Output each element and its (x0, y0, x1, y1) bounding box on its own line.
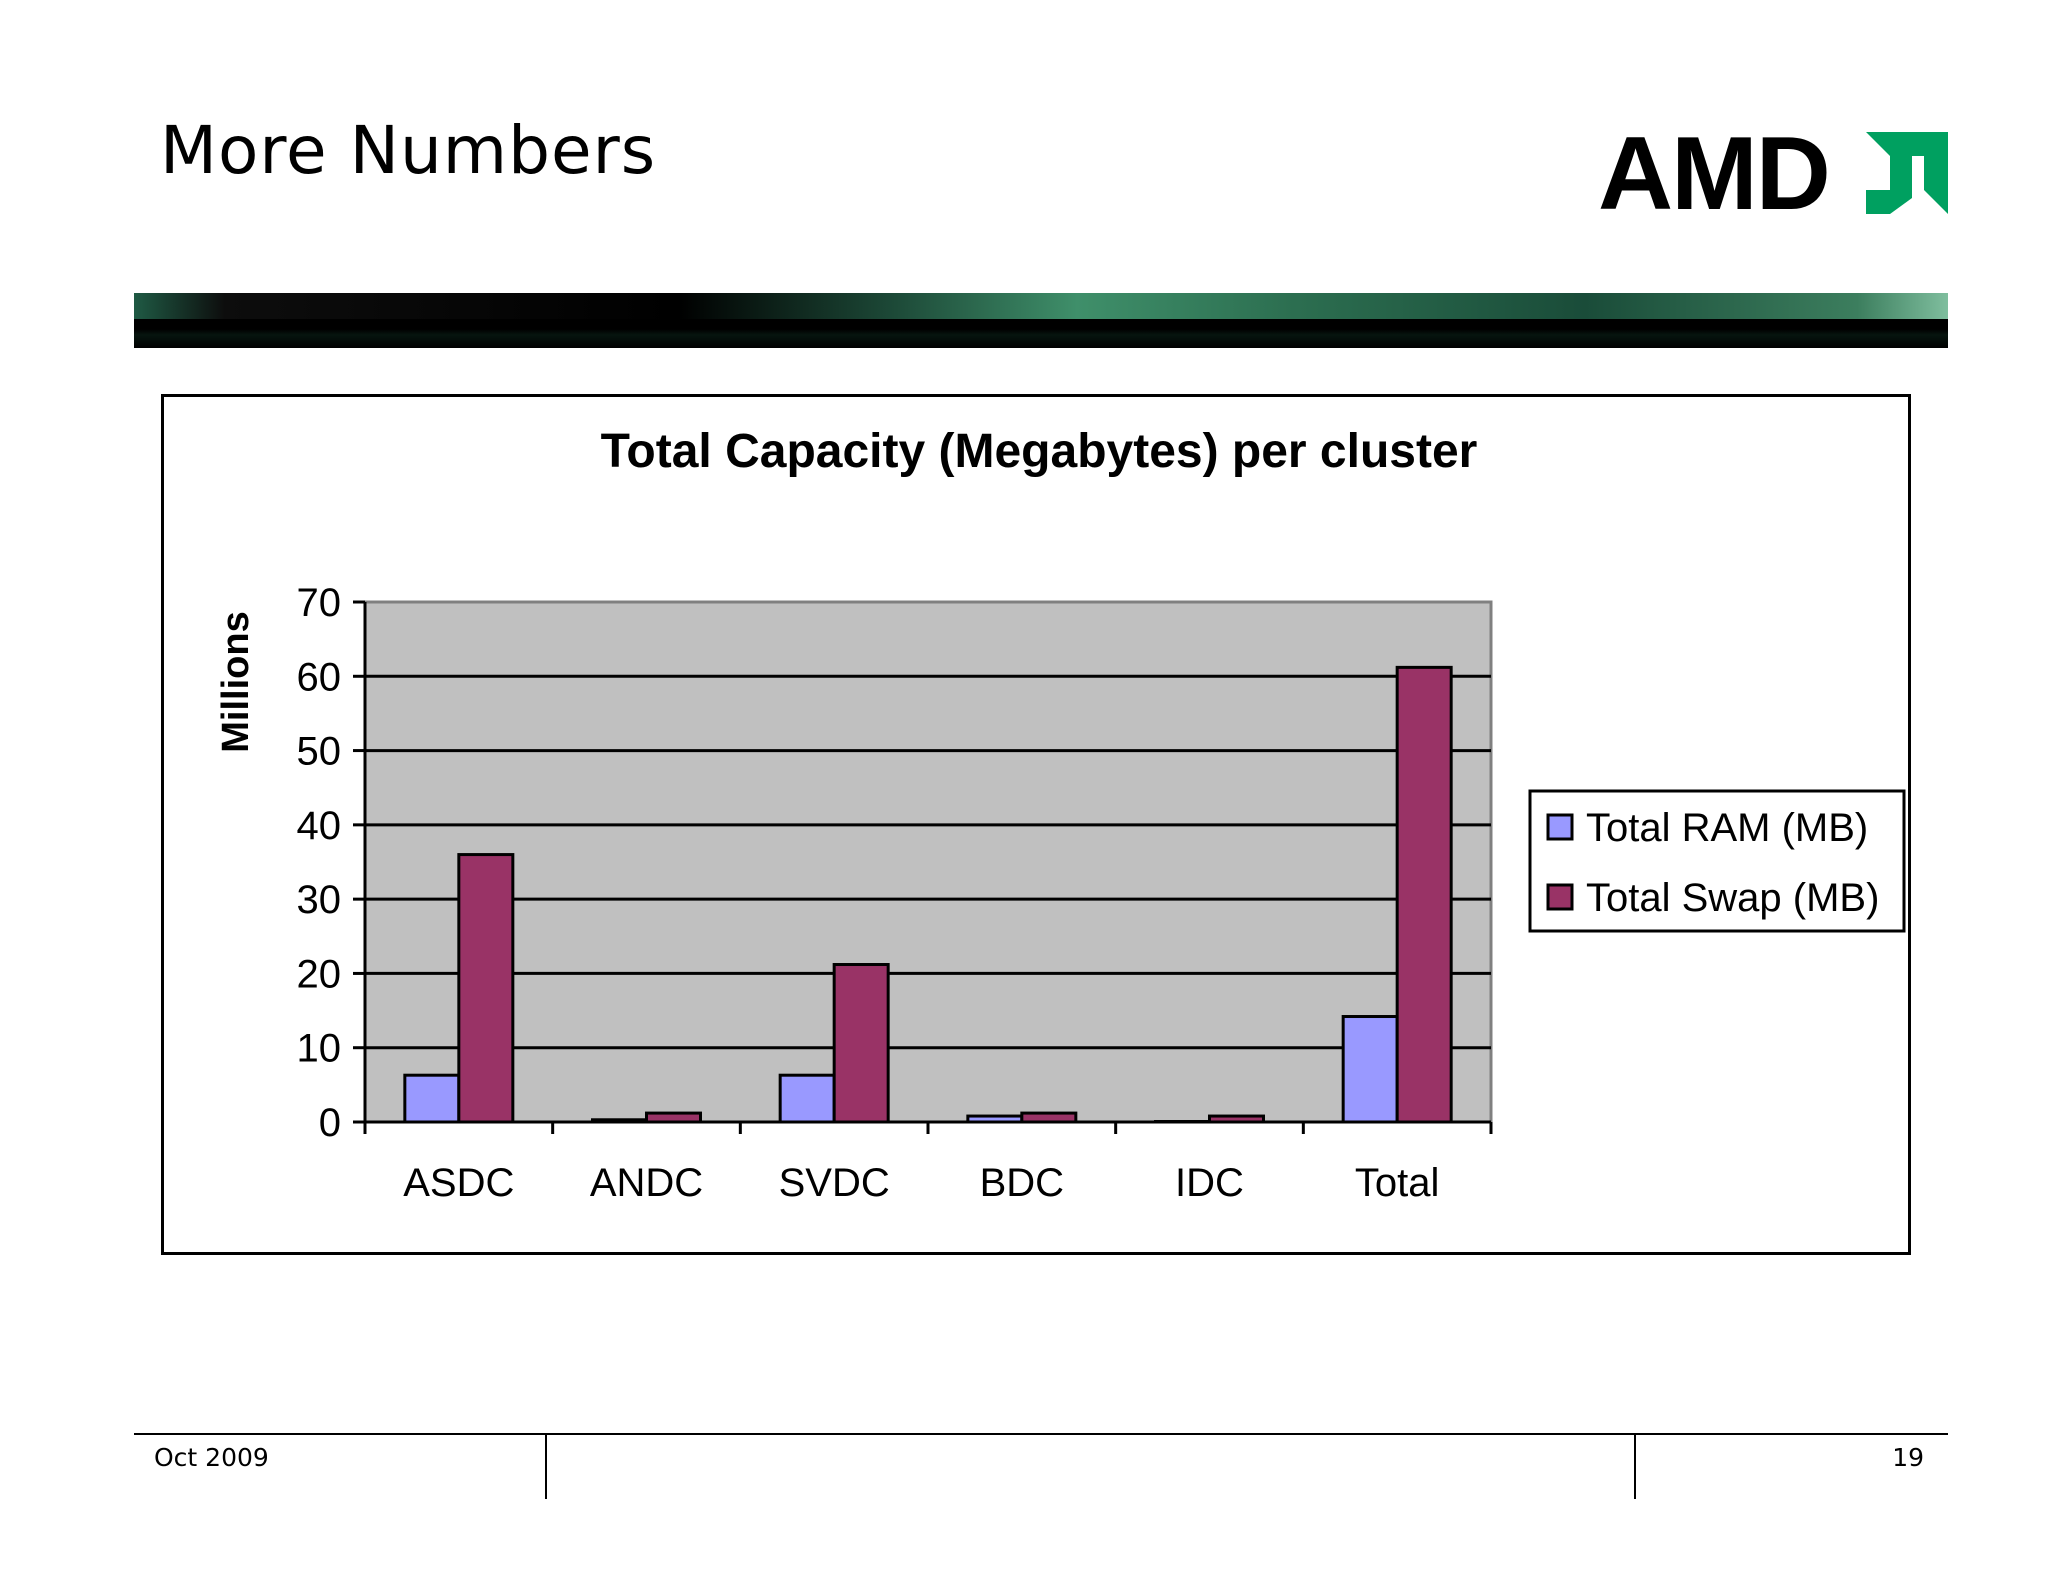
banner-bottom-band (134, 319, 1948, 348)
chart-title: Total Capacity (Megabytes) per cluster (601, 425, 1478, 478)
legend-swatch (1546, 883, 1574, 911)
gridlines (365, 674, 1491, 1050)
plot-area (363, 600, 1493, 1124)
y-axis-label: Millions (215, 611, 257, 752)
amd-logo-text: AMD (1598, 116, 1831, 232)
amd-arrow-icon (1866, 132, 1948, 214)
x-tick-label: IDC (1175, 1161, 1244, 1205)
chart-frame: Total Capacity (Megabytes) per cluster M… (161, 394, 1911, 1255)
banner-top-band (134, 293, 1948, 319)
bar (403, 1073, 461, 1124)
legend: Total RAM (MB) Total Swap (MB) (1528, 789, 1906, 933)
legend-label: Total Swap (MB) (1586, 876, 1879, 920)
footer-divider-left (545, 1433, 547, 1499)
y-tick-label: 70 (297, 581, 342, 625)
x-tick-label: ASDC (403, 1161, 514, 1205)
x-tick-label: BDC (980, 1161, 1064, 1205)
bar (457, 853, 515, 1124)
footer-date: Oct 2009 (154, 1443, 269, 1472)
x-tick-label: ANDC (590, 1161, 703, 1205)
bar-chart: Total Capacity (Megabytes) per cluster M… (215, 425, 1906, 1205)
y-tick-label: 0 (319, 1101, 341, 1145)
page-number: 19 (1892, 1443, 1924, 1472)
footer-rule (134, 1433, 1948, 1435)
bars (403, 665, 1453, 1124)
bar (778, 1073, 836, 1124)
axes: 0 10 20 30 40 50 60 70 ASDC ANDC SVDC BDC IDC Total (297, 581, 1493, 1205)
bar (1395, 665, 1453, 1124)
bar (1341, 1015, 1399, 1124)
footer-divider-right (1634, 1433, 1636, 1499)
x-tick-label: SVDC (779, 1161, 890, 1205)
legend-label: Total RAM (MB) (1586, 806, 1868, 850)
y-tick-label: 60 (297, 655, 342, 699)
y-tick-label: 10 (297, 1027, 342, 1071)
header-banner (134, 293, 1948, 348)
x-tick-label: Total (1355, 1161, 1440, 1205)
y-tick-label: 20 (297, 952, 342, 996)
slide-title: More Numbers (160, 112, 657, 189)
legend-swatch (1546, 813, 1574, 841)
y-tick-label: 50 (297, 730, 342, 774)
bar (832, 963, 890, 1124)
amd-logo: AMD (1598, 116, 1950, 232)
y-tick-label: 30 (297, 878, 342, 922)
y-tick-label: 40 (297, 804, 342, 848)
legend-box (1528, 789, 1906, 933)
